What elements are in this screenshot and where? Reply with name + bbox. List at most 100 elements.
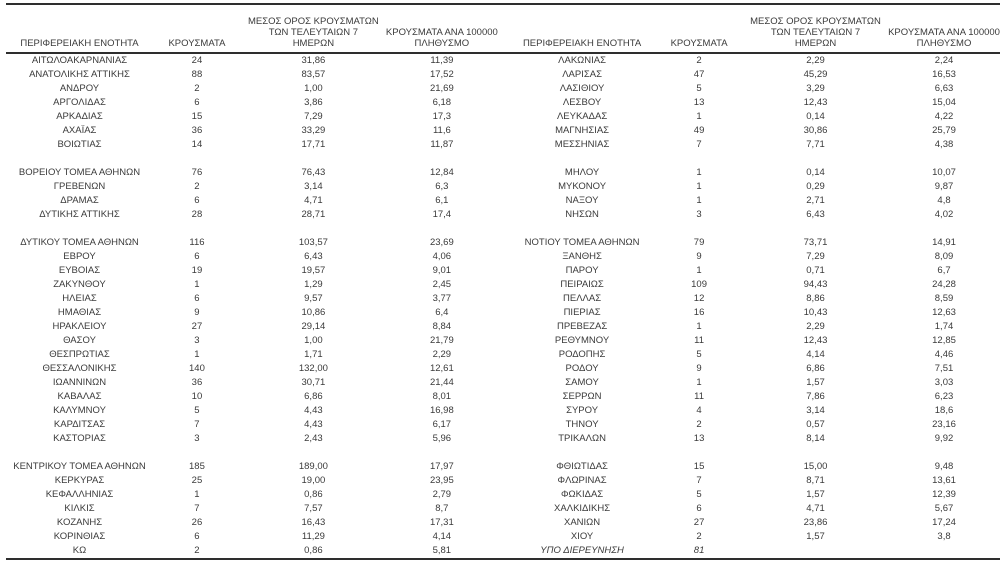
- column-gap: [498, 418, 509, 432]
- column-gap: [498, 53, 509, 68]
- avg7-cell: 19,57: [301, 265, 326, 276]
- region-cell: ΚΑΒΑΛΑΣ: [57, 391, 102, 402]
- region-cell: ΚΕΦΑΛΛΗΝΙΑΣ: [45, 489, 114, 500]
- cases-cell: 2: [194, 181, 200, 192]
- region-cell: ΣΥΡΟΥ: [566, 405, 599, 416]
- avg7-cell: 3,86: [304, 97, 323, 108]
- per100k-cell: 17,4: [432, 209, 452, 220]
- per100k-cell: 9,48: [934, 461, 954, 472]
- avg7-cell: [743, 152, 888, 166]
- table-row: ΔΥΤΙΚΗΣ ΑΤΤΙΚΗΣ 28 28,71 17,4 ΝΗΣΩΝ 3 6,43 4,02: [6, 208, 1000, 222]
- table-body: ΑΙΤΩΛΟΑΚΑΡΝΑΝΙΑΣ 24 31,86 11,39 ΛΑΚΩΝΙΑΣ 2 2,2…: [6, 53, 1000, 559]
- avg7-cell: 8,14: [806, 433, 825, 444]
- avg7-cell: 30,71: [301, 377, 326, 388]
- cases-cell: 1: [696, 195, 702, 206]
- region-cell: ΝΟΤΙΟΥ ΤΟΜΕΑ ΑΘΗΝΩΝ: [524, 237, 640, 248]
- per100k-cell: 4,8: [937, 195, 951, 206]
- region-cell: ΠΙΕΡΙΑΣ: [563, 307, 601, 318]
- per100k-cell: 6,4: [435, 307, 449, 318]
- per100k-cell: 16,53: [932, 69, 956, 80]
- per100k-cell: 6,7: [937, 265, 951, 276]
- cases-cell: 10: [191, 391, 203, 402]
- region-cell: ΔΥΤΙΚΟΥ ΤΟΜΕΑ ΑΘΗΝΩΝ: [20, 237, 139, 248]
- region-cell: ΓΡΕΒΕΝΩΝ: [53, 181, 106, 192]
- per100k-cell: 8,84: [432, 321, 452, 332]
- table-row: ΑΝΑΤΟΛΙΚΗΣ ΑΤΤΙΚΗΣ 88 83,57 17,52 ΛΑΡΙΣΑΣ 47 4…: [6, 68, 1000, 82]
- table-row: ΑΡΓΟΛΙΔΑΣ 6 3,86 6,18 ΛΕΣΒΟΥ 13 12,43 15,04: [6, 96, 1000, 110]
- header-row: ΠΕΡΙΦΕΡΕΙΑΚΗ ΕΝΟΤΗΤΑ ΚΡΟΥΣΜΑΤΑ ΜΕΣΟΣ ΟΡΟ…: [6, 4, 1000, 54]
- avg7-cell: [241, 152, 386, 166]
- cases-cell: 7: [194, 419, 200, 430]
- column-gap: [498, 530, 509, 544]
- region-cell: ΜΗΛΟΥ: [564, 167, 600, 178]
- per100k-cell: 4,02: [934, 209, 954, 220]
- table-row: ΑΙΤΩΛΟΑΚΑΡΝΑΝΙΑΣ 24 31,86 11,39 ΛΑΚΩΝΙΑΣ 2 2,2…: [6, 53, 1000, 68]
- cases-cell: 27: [693, 517, 705, 528]
- per100k-cell: 3,03: [934, 377, 954, 388]
- avg7-cell: 4,71: [806, 503, 825, 514]
- region-cell: ΚΩ: [72, 545, 87, 556]
- per100k-cell: 5,67: [934, 503, 954, 514]
- cases-cell: 6: [194, 293, 200, 304]
- region-cell: ΧΑΛΚΙΔΙΚΗΣ: [554, 503, 611, 514]
- column-gap: [498, 376, 509, 390]
- header-cases-label: ΚΡΟΥΣΜΑΤΑ: [168, 38, 226, 49]
- avg7-cell: 0,14: [806, 111, 825, 122]
- cases-cell: 26: [191, 517, 203, 528]
- avg7-cell: 17,71: [301, 139, 326, 150]
- region-cell: ΧΙΟΥ: [570, 531, 594, 542]
- avg7-cell: 1,71: [304, 349, 323, 360]
- report-page: ΠΕΡΙΦΕΡΕΙΑΚΗ ΕΝΟΤΗΤΑ ΚΡΟΥΣΜΑΤΑ ΜΕΣΟΣ ΟΡΟ…: [0, 3, 1000, 566]
- region-cell: ΚΟΖΑΝΗΣ: [56, 517, 103, 528]
- region-cell: ΠΕΛΛΑΣ: [563, 293, 602, 304]
- header-avg7-right: ΜΕΣΟΣ ΟΡΟΣ ΚΡΟΥΣΜΑΤΩΝ ΤΩΝ ΤΕΛΕΥΤΑΙΩΝ 7 Η…: [743, 4, 889, 54]
- region-cell: ΑΡΚΑΔΙΑΣ: [56, 111, 103, 122]
- per100k-cell: 23,95: [429, 475, 454, 486]
- cases-cell: 4: [696, 405, 702, 416]
- region-cell: ΑΝΑΤΟΛΙΚΗΣ ΑΤΤΙΚΗΣ: [29, 69, 130, 80]
- avg7-cell: 1,29: [304, 279, 323, 290]
- table-row: ΚΟΡΙΝΘΙΑΣ 6 11,29 4,14 ΧΙΟΥ 2 1,57 3,8: [6, 530, 1000, 544]
- table-row: ΘΕΣΣΑΛΟΝΙΚΗΣ 140 132,00 12,61 ΡΟΔΟΥ 9 6,86 7,51: [6, 362, 1000, 376]
- cases-cell: 1: [696, 321, 702, 332]
- region-cell: ΚΕΝΤΡΙΚΟΥ ΤΟΜΕΑ ΑΘΗΝΩΝ: [13, 461, 146, 472]
- region-cell: ΗΡΑΚΛΕΙΟΥ: [52, 321, 107, 332]
- region-cell: ΝΑΞΟΥ: [565, 195, 599, 206]
- avg7-cell: [743, 222, 888, 236]
- avg7-cell: 3,14: [806, 405, 825, 416]
- cases-cell: 19: [191, 265, 203, 276]
- region-cell: ΘΑΣΟΥ: [63, 335, 96, 346]
- per100k-cell: 10,07: [932, 167, 956, 178]
- cases-cell: [655, 152, 743, 166]
- table-row: ΕΒΡΟΥ 6 6,43 4,06 ΞΑΝΘΗΣ 9 7,29 8,09: [6, 250, 1000, 264]
- column-gap: [498, 488, 509, 502]
- avg7-cell: 94,43: [803, 279, 828, 290]
- column-gap: [498, 222, 509, 236]
- avg7-cell: 8,71: [806, 475, 825, 486]
- region-cell: ΘΕΣΠΡΩΤΙΑΣ: [49, 349, 110, 360]
- region-cell: ΙΩΑΝΝΙΝΩΝ: [52, 377, 107, 388]
- column-gap: [498, 194, 509, 208]
- avg7-cell: 11,29: [301, 531, 325, 542]
- avg7-cell: 83,57: [301, 69, 326, 80]
- per100k-cell: 4,06: [432, 251, 452, 262]
- per100k-cell: 13,61: [932, 475, 956, 486]
- per100k-cell: 11,39: [430, 55, 454, 66]
- avg7-cell: [743, 446, 888, 460]
- cases-cell: 2: [696, 419, 702, 430]
- region-cell: ΚΑΣΤΟΡΙΑΣ: [53, 433, 106, 444]
- column-gap: [498, 334, 509, 348]
- per100k-cell: 7,51: [934, 363, 954, 374]
- region-cell: [6, 446, 153, 460]
- header-avg7-left: ΜΕΣΟΣ ΟΡΟΣ ΚΡΟΥΣΜΑΤΩΝ ΤΩΝ ΤΕΛΕΥΤΑΙΩΝ 7 Η…: [240, 4, 386, 54]
- region-cell: ΘΕΣΣΑΛΟΝΙΚΗΣ: [42, 363, 117, 374]
- column-gap: [498, 320, 509, 334]
- avg7-cell: 2,29: [806, 321, 825, 332]
- cases-cell: 185: [189, 461, 205, 472]
- avg7-cell: 16,43: [301, 517, 326, 528]
- avg7-cell: 8,86: [806, 293, 825, 304]
- region-cell: ΕΥΒΟΙΑΣ: [58, 265, 101, 276]
- cases-cell: 12: [693, 293, 705, 304]
- cases-cell: 11: [694, 335, 704, 346]
- cases-cell: 6: [696, 503, 702, 514]
